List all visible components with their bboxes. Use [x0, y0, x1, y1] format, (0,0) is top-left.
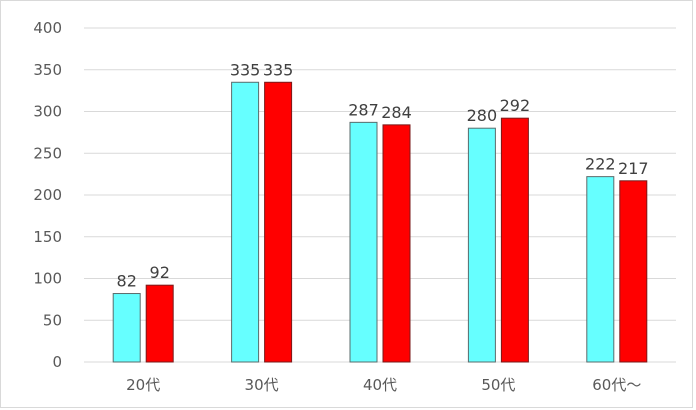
x-category-label: 30代 [245, 376, 279, 394]
bar-series-1 [586, 176, 615, 363]
y-tick-label: 350 [33, 61, 62, 79]
data-label: 280 [467, 106, 498, 125]
y-tick-label: 400 [33, 19, 62, 37]
y-tick-label: 300 [33, 103, 62, 121]
bar-series-2 [382, 124, 411, 363]
bar-series-1 [467, 127, 496, 363]
bar-series-2 [500, 117, 529, 363]
x-category-label: 60代～ [592, 376, 641, 394]
bar-series-1 [112, 293, 141, 363]
y-tick-label: 150 [33, 228, 62, 246]
data-label: 335 [263, 60, 294, 79]
x-category-label: 50代 [481, 376, 515, 394]
bar-series-2 [619, 180, 648, 363]
y-axis-ticks: 0 50 100 150 200 250 300 350 400 [33, 19, 62, 371]
data-label: 284 [381, 103, 412, 122]
x-category-label: 40代 [363, 376, 397, 394]
y-tick-label: 200 [33, 186, 62, 204]
x-axis-categories: 20代 30代 40代 50代 60代～ [126, 376, 641, 394]
bar-series-1 [231, 81, 260, 363]
y-tick-label: 50 [43, 311, 62, 329]
data-label: 335 [230, 60, 261, 79]
bar-series-2 [264, 81, 293, 363]
x-category-label: 20代 [126, 376, 160, 394]
y-tick-label: 0 [52, 353, 62, 371]
data-label: 92 [150, 263, 170, 282]
data-label: 292 [500, 96, 531, 115]
bar-series-2 [145, 284, 174, 363]
bar-series-1 [349, 121, 378, 363]
data-label: 82 [117, 272, 137, 291]
bars [112, 81, 648, 363]
data-label: 222 [585, 155, 616, 174]
data-label: 217 [618, 159, 649, 178]
gridlines [84, 27, 676, 363]
data-label: 287 [348, 100, 379, 119]
y-tick-label: 100 [33, 270, 62, 288]
y-tick-label: 250 [33, 144, 62, 162]
